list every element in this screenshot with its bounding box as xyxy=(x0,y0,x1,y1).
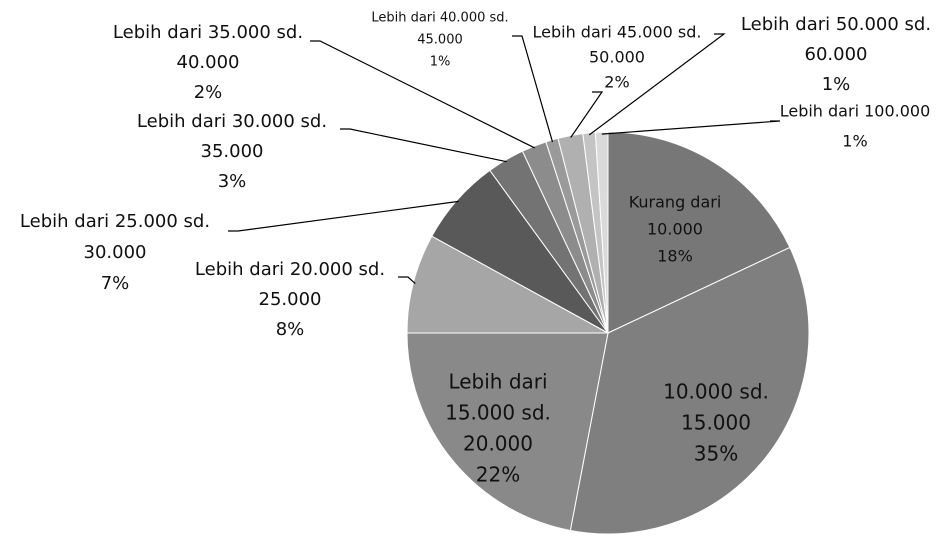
slice-value-label: 2% xyxy=(194,82,223,103)
slice-value-label: 1% xyxy=(430,55,451,70)
slice-value-label: 3% xyxy=(218,171,247,192)
slice-label: 60.000 xyxy=(805,44,868,65)
slice-label: Lebih dari 25.000 sd. xyxy=(20,211,210,232)
slice-label: Lebih dari 50.000 sd. xyxy=(741,14,931,35)
slice-value-label: 8% xyxy=(276,319,305,340)
pie-slice xyxy=(594,131,609,334)
slice-label: 15.000 sd. xyxy=(445,401,551,425)
slice-value-label: 18% xyxy=(657,247,693,266)
slice-label: Lebih dari xyxy=(448,370,547,394)
slice-label: 20.000 xyxy=(463,432,533,456)
pie-slice xyxy=(406,332,609,532)
leader-line xyxy=(228,200,459,232)
slice-label: Kurang dari xyxy=(629,193,722,212)
slice-label: 40.000 xyxy=(177,52,240,73)
slice-label: Lebih dari 35.000 sd. xyxy=(113,22,303,43)
slice-label: 35.000 xyxy=(201,141,264,162)
leader-line xyxy=(398,276,416,284)
slice-value-label: 2% xyxy=(604,73,629,92)
pie-slice xyxy=(607,131,791,334)
slice-label: 30.000 xyxy=(84,242,147,263)
slice-label: 45.000 xyxy=(417,33,463,48)
slice-value-label: 22% xyxy=(476,463,520,487)
slice-label: 50.000 xyxy=(589,48,645,67)
slice-label: Lebih dari 100.000 xyxy=(780,102,931,121)
leader-line xyxy=(310,40,536,149)
pie-slice xyxy=(569,246,810,535)
pie-slice xyxy=(406,235,609,334)
slice-label: 25.000 xyxy=(259,289,322,310)
slice-label: Lebih dari 20.000 sd. xyxy=(195,259,385,280)
slice-label: Lebih dari 40.000 sd. xyxy=(371,11,508,26)
slice-value-label: 1% xyxy=(822,74,851,95)
slice-value-label: 35% xyxy=(694,442,738,466)
slice-label: 15.000 xyxy=(681,411,751,435)
slice-label: 10.000 sd. xyxy=(663,380,769,404)
slice-label: 10.000 xyxy=(647,220,703,239)
leader-line xyxy=(570,91,604,138)
slice-value-label: 1% xyxy=(842,132,867,151)
slice-value-label: 7% xyxy=(101,273,130,294)
leader-line xyxy=(512,35,554,143)
leader-line xyxy=(601,120,781,135)
slice-label: Lebih dari 30.000 sd. xyxy=(137,111,327,132)
slice-label: Lebih dari 45.000 sd. xyxy=(532,23,701,42)
leader-line xyxy=(340,128,507,163)
leader-line xyxy=(588,33,726,136)
